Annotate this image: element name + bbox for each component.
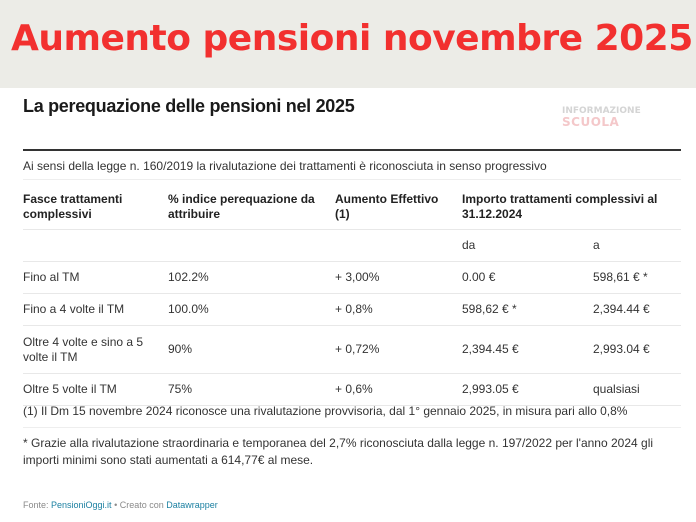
chart-card: La perequazione delle pensioni nel 2025 …: [0, 88, 696, 522]
chart-title: La perequazione delle pensioni nel 2025: [23, 96, 355, 116]
cell-index: 90%: [168, 342, 193, 356]
table-row: Fino a 4 volte il TM 100.0% + 0,8% 598,6…: [23, 294, 681, 326]
cell-from: 598,62 € *: [462, 302, 517, 316]
notes-divider: [23, 427, 681, 428]
cell-from: 2,993.05 €: [462, 382, 519, 396]
cell-band: Fino al TM: [23, 270, 80, 284]
intro-text: Ai sensi della legge n. 160/2019 la riva…: [23, 159, 547, 173]
table-row: Oltre 5 volte il TM 75% + 0,6% 2,993.05 …: [23, 374, 681, 406]
subheader-da: da: [462, 238, 476, 252]
table-row: Fino al TM 102.2% + 3,00% 0.00 € 598,61 …: [23, 262, 681, 294]
cell-increase: + 0,8%: [335, 302, 373, 316]
cell-to: 598,61 € *: [593, 270, 648, 284]
header-indice: % indice perequazione da attribuire: [168, 192, 315, 221]
header-importo: Importo trattamenti complessivi al 31.12…: [462, 192, 658, 221]
header-aumento: Aumento Effettivo (1): [335, 192, 439, 221]
cell-increase: + 0,6%: [335, 382, 373, 396]
header-fasce: Fasce trattamenti complessivi: [23, 192, 123, 221]
source-footer: Fonte: PensioniOggi.it • Creato con Data…: [23, 500, 218, 510]
banner: Aumento pensioni novembre 2025: [0, 0, 696, 88]
cell-from: 2,394.45 €: [462, 342, 519, 356]
footnote-asterisk: * Grazie alla rivalutazione straordinari…: [23, 436, 654, 467]
cell-from: 0.00 €: [462, 270, 496, 284]
subheader-a: a: [593, 238, 600, 252]
source-link[interactable]: PensioniOggi.it: [51, 500, 112, 510]
table-row: Oltre 4 volte e sino a 5 volte il TM 90%…: [23, 326, 681, 374]
table-subheader-row: da a: [23, 230, 681, 262]
source-label: Fonte:: [23, 500, 52, 510]
cell-band: Fino a 4 volte il TM: [23, 302, 125, 316]
table-header-row: Fasce trattamenti complessivi % indice p…: [23, 179, 681, 230]
cell-band: Oltre 4 volte e sino a 5 volte il TM: [23, 334, 144, 364]
logo-line1: INFORMAZIONE: [562, 106, 641, 116]
cell-index: 75%: [168, 382, 193, 396]
title-divider: [23, 149, 681, 151]
cell-to: qualsiasi: [593, 382, 640, 396]
cell-band: Oltre 5 volte il TM: [23, 382, 117, 396]
cell-index: 102.2%: [168, 270, 209, 284]
perequazione-table: Fasce trattamenti complessivi % indice p…: [23, 179, 681, 406]
banner-title: Aumento pensioni novembre 2025: [11, 18, 693, 59]
datawrapper-link[interactable]: Datawrapper: [166, 500, 218, 510]
cell-index: 100.0%: [168, 302, 209, 316]
cell-increase: + 3,00%: [335, 270, 380, 284]
cell-increase: + 0,72%: [335, 342, 380, 356]
logo-line2: SCUOLA: [562, 115, 620, 129]
cell-to: 2,394.44 €: [593, 302, 650, 316]
footer-separator: • Creato con: [111, 500, 167, 510]
informazione-scuola-logo: INFORMAZIONE SCUOLA: [562, 106, 642, 132]
footnote-1: (1) Il Dm 15 novembre 2024 riconosce una…: [23, 404, 628, 418]
cell-to: 2,993.04 €: [593, 342, 650, 356]
